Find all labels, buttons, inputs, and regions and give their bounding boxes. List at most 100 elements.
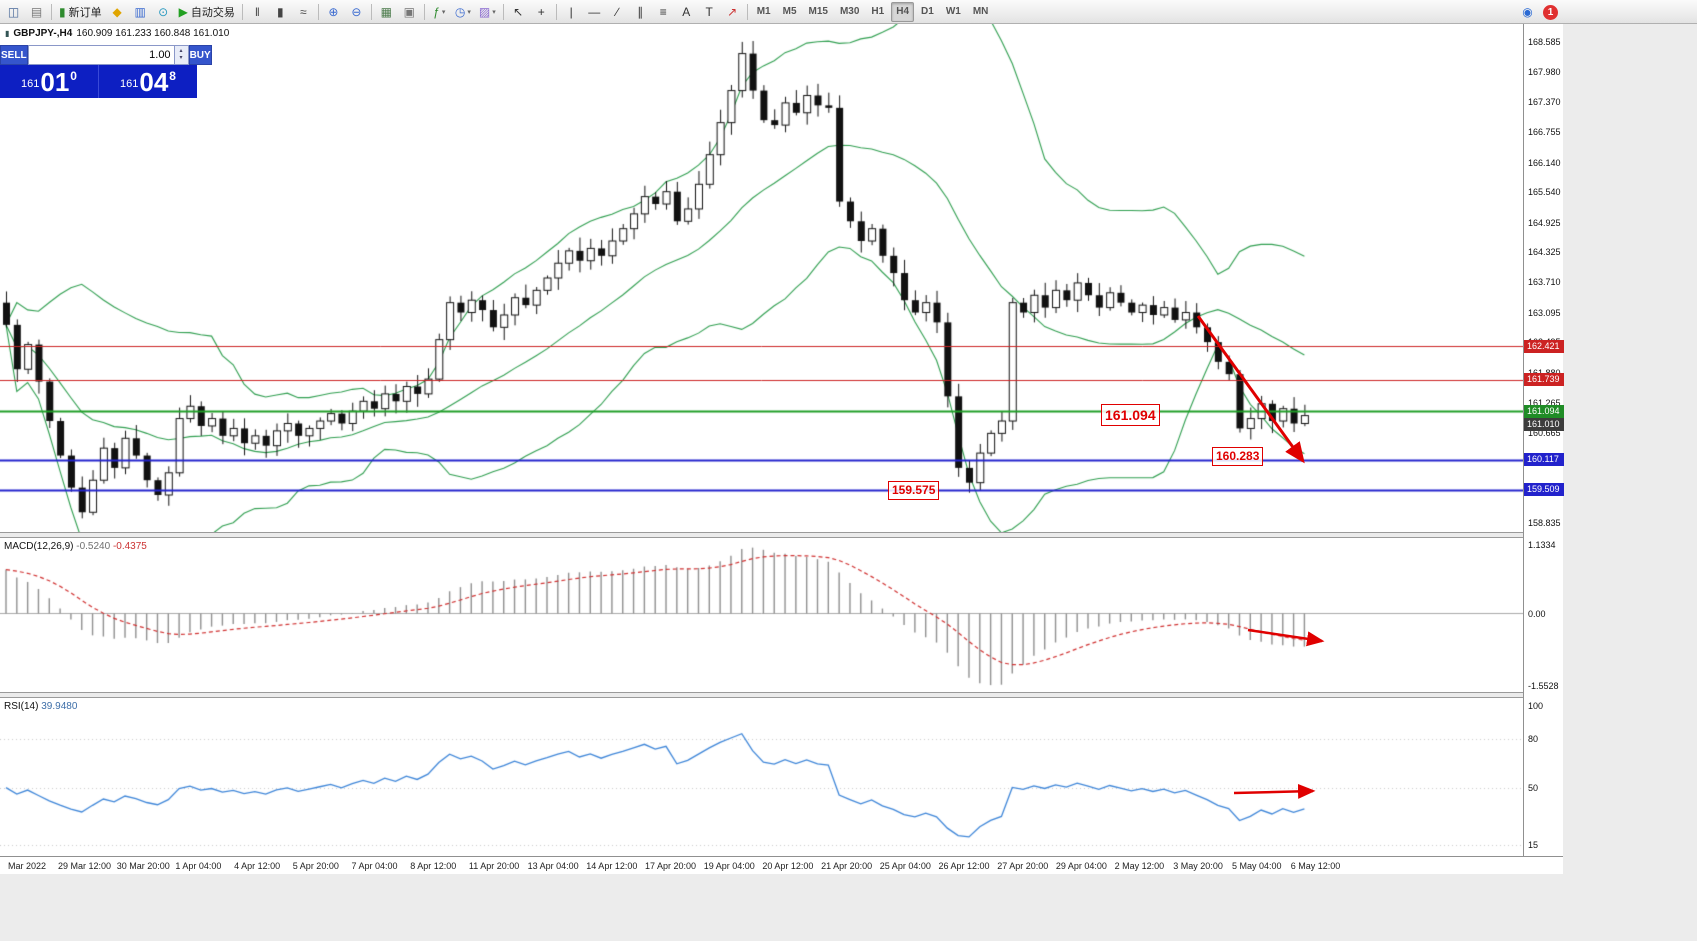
shapes-button[interactable]: ↗ bbox=[722, 2, 743, 22]
volume-spinner[interactable]: ▴ ▾ bbox=[173, 46, 188, 64]
tf-h4-button[interactable]: H4 bbox=[891, 1, 915, 22]
tf-m15-button[interactable]: M15 bbox=[808, 6, 828, 17]
channel-icon: ∥ bbox=[637, 4, 644, 19]
volume-field: ▴ ▾ bbox=[27, 45, 189, 65]
toolbar-separator bbox=[423, 3, 425, 20]
time-axis-label: 29 Apr 04:00 bbox=[1055, 861, 1107, 871]
line-chart-icon: ≈ bbox=[300, 4, 307, 19]
buy-price-sup: 8 bbox=[169, 69, 176, 83]
price-scale-label: 160.665 bbox=[1528, 427, 1561, 438]
text-button[interactable]: A bbox=[676, 2, 697, 22]
chart-profiles-button[interactable]: ▤ bbox=[26, 2, 47, 22]
market-watch-button[interactable]: ▥ bbox=[130, 2, 151, 22]
panel-splitter[interactable] bbox=[0, 532, 1523, 538]
time-axis-label: 29 Mar 12:00 bbox=[58, 861, 112, 871]
macd-scale-label: -1.5528 bbox=[1528, 681, 1559, 691]
sell-button[interactable]: SELL bbox=[0, 45, 28, 65]
new-chart-button[interactable]: ◫ bbox=[3, 2, 24, 22]
macd-chart-canvas[interactable] bbox=[0, 538, 1523, 692]
tf-h1-button[interactable]: H1 bbox=[871, 6, 885, 17]
templates-button[interactable]: ▨ ▾ bbox=[476, 2, 499, 22]
chart-title-icon: ▮ bbox=[5, 28, 10, 38]
time-axis-label: 30 Mar 20:00 bbox=[116, 861, 170, 871]
channel-button[interactable]: ∥ bbox=[630, 2, 651, 22]
rsi-chart-canvas[interactable] bbox=[0, 698, 1523, 856]
candlestick-chart-icon: ▮ bbox=[277, 4, 284, 19]
buy-price-big: 04 bbox=[139, 67, 169, 97]
zoom-in-button[interactable]: ⊕ bbox=[323, 2, 344, 22]
price-line-badge: 161.739 bbox=[1524, 373, 1564, 387]
tf-mn-button[interactable]: MN bbox=[972, 6, 989, 17]
panel-splitter[interactable] bbox=[0, 692, 1523, 698]
dropdown-caret-icon: ▾ bbox=[492, 8, 496, 16]
tf-m30-button[interactable]: M30 bbox=[839, 6, 860, 17]
tf-m5-button[interactable]: M5 bbox=[782, 6, 797, 17]
price-annotation[interactable]: 160.283 bbox=[1212, 447, 1264, 467]
tf-w1-button[interactable]: W1 bbox=[945, 6, 961, 17]
rsi-scale-label: 80 bbox=[1528, 733, 1539, 744]
trendline-icon: ∕ bbox=[616, 4, 619, 19]
time-axis-label: 14 Apr 12:00 bbox=[586, 861, 638, 871]
crosshair-icon: + bbox=[537, 4, 545, 19]
new-order-label: 新订单 bbox=[68, 6, 102, 19]
sell-price-display[interactable]: 161 01 0 bbox=[0, 65, 98, 98]
spinner-up-icon[interactable]: ▴ bbox=[179, 48, 183, 55]
sell-price-sup: 0 bbox=[70, 69, 77, 83]
tile-windows-button[interactable]: ▦ bbox=[376, 2, 397, 22]
price-line-badge: 159.509 bbox=[1524, 483, 1564, 497]
tf-m1-button[interactable]: M1 bbox=[756, 6, 771, 17]
buy-price-display[interactable]: 161 04 8 bbox=[98, 65, 197, 98]
line-chart-button[interactable]: ≈ bbox=[293, 2, 314, 22]
notification-badge[interactable]: 1 bbox=[1543, 4, 1558, 20]
fibonacci-button[interactable]: ≡ bbox=[653, 2, 674, 22]
spinner-down-icon[interactable]: ▾ bbox=[179, 55, 183, 61]
auto-trading-button[interactable]: ▶ 自动交易 bbox=[176, 2, 238, 22]
periods-button[interactable]: ◷ ▾ bbox=[452, 2, 474, 22]
metaeditor-button[interactable]: ◆ bbox=[107, 2, 128, 22]
candlestick-chart-button[interactable]: ▮ bbox=[270, 2, 291, 22]
dropdown-caret-icon: ▾ bbox=[441, 8, 446, 16]
price-annotation[interactable]: 159.575 bbox=[888, 481, 940, 501]
price-annotation[interactable]: 161.094 bbox=[1101, 404, 1160, 427]
time-axis-label: 8 Apr 12:00 bbox=[410, 861, 457, 871]
volume-input[interactable] bbox=[28, 46, 174, 64]
buy-price-prefix: 161 bbox=[120, 78, 139, 91]
new-order-button[interactable]: ▮ 新订单 bbox=[56, 2, 105, 22]
metaeditor-icon: ◆ bbox=[112, 4, 122, 19]
time-axis-label: 13 Apr 04:00 bbox=[527, 861, 579, 871]
rsi-value: 39.9480 bbox=[41, 701, 78, 712]
trendline-button[interactable]: ∕ bbox=[607, 2, 628, 22]
price-scale-label: 166.755 bbox=[1528, 127, 1561, 138]
auto-arrange-button[interactable]: ▣ bbox=[399, 2, 420, 22]
label-button[interactable]: T bbox=[699, 2, 720, 22]
crosshair-button[interactable]: + bbox=[531, 2, 552, 22]
toolbar-separator bbox=[555, 3, 557, 20]
horizontal-line-icon: — bbox=[588, 4, 601, 19]
price-scale-label: 163.095 bbox=[1528, 307, 1561, 318]
market-watch-icon: ▥ bbox=[134, 4, 146, 19]
right-filler bbox=[1564, 24, 1697, 941]
zoom-out-button[interactable]: ⊖ bbox=[346, 2, 367, 22]
time-axis-label: 11 Apr 20:00 bbox=[468, 861, 520, 871]
buy-button[interactable]: BUY bbox=[188, 45, 212, 65]
vertical-line-button[interactable]: | bbox=[561, 2, 582, 22]
add-indicator-button[interactable]: ƒ ▾ bbox=[429, 2, 450, 22]
macd-value-main: -0.5240 bbox=[76, 541, 111, 552]
toolbar: ◫ ▤ ▮ 新订单 ◆ ▥ ⊙ ▶ 自动交易 ‖ ▮ ≈ ⊕ ⊖ ▦ ▣ ƒ ▾ ◷ ▾ ▨ ▾ ↖ + | — ∕ ∥ ≡ A T ↗ M1 M… bbox=[0, 0, 1697, 24]
time-axis-label: 27 Apr 20:00 bbox=[997, 861, 1049, 871]
bar-chart-button[interactable]: ‖ bbox=[247, 2, 268, 22]
chart-ohlc-values: 160.909 161.233 160.848 161.010 bbox=[76, 28, 230, 39]
main-chart-canvas[interactable] bbox=[0, 24, 1523, 532]
refresh-button[interactable]: ⊙ bbox=[153, 2, 174, 22]
help-button[interactable]: ◉ bbox=[1517, 2, 1538, 22]
time-axis: Mar 2022 29 Mar 12:00 30 Mar 20:00 1 Apr 04… bbox=[0, 856, 1563, 874]
cursor-button[interactable]: ↖ bbox=[508, 2, 529, 22]
chart-symbol-timeframe: GBPJPY-,H4 bbox=[13, 28, 73, 39]
horizontal-line-button[interactable]: — bbox=[584, 2, 605, 22]
new-order-icon: ▮ bbox=[59, 4, 66, 19]
dropdown-caret-icon: ▾ bbox=[467, 8, 471, 16]
tf-d1-button[interactable]: D1 bbox=[921, 6, 934, 17]
price-scale: 168.585 167.980 167.370 166.755 166.140 165.5… bbox=[1523, 24, 1564, 856]
shapes-icon: ↗ bbox=[727, 4, 738, 19]
